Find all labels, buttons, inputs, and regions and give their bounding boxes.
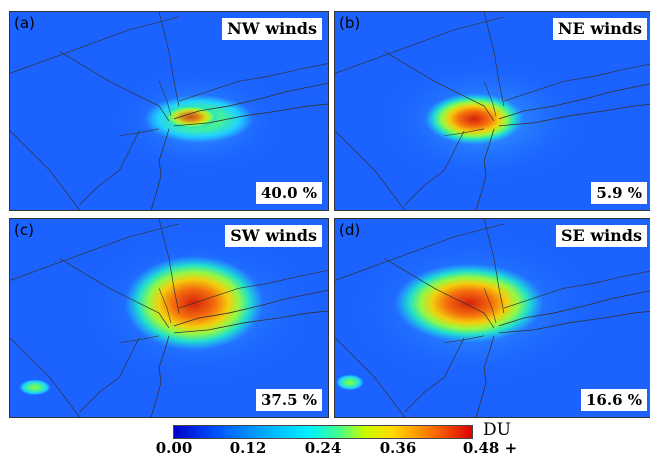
map-sw <box>10 219 328 417</box>
panel-letter: (b) <box>339 14 361 32</box>
map-ne <box>335 12 650 210</box>
panel-letter: (a) <box>14 14 35 32</box>
frequency-label: 16.6 % <box>580 389 647 411</box>
colorbar-tick: 0.12 <box>229 439 267 457</box>
wind-direction-label: NW winds <box>222 18 322 40</box>
frequency-label: 40.0 % <box>255 182 322 204</box>
colorbar <box>173 425 473 439</box>
wind-direction-label: SW winds <box>225 225 322 247</box>
frequency-label: 5.9 % <box>591 182 647 204</box>
frequency-label: 37.5 % <box>255 389 322 411</box>
colorbar-unit: DU <box>483 420 511 440</box>
panel-nw-winds: (a) NW winds 40.0 % <box>9 11 329 211</box>
panel-ne-winds: (b) NE winds 5.9 % <box>334 11 650 211</box>
map-se <box>335 219 650 417</box>
colorbar-tick: 0.00 <box>155 439 193 457</box>
panel-letter: (c) <box>14 221 34 239</box>
wind-direction-label: NE winds <box>552 18 647 40</box>
colorbar-tick: 0.48 + <box>462 439 518 457</box>
panel-letter: (d) <box>339 221 361 239</box>
colorbar-tick: 0.36 <box>379 439 417 457</box>
map-nw <box>10 12 328 210</box>
wind-direction-label: SE winds <box>556 225 647 247</box>
panel-sw-winds: (c) SW winds 37.5 % <box>9 218 329 418</box>
panel-se-winds: (d) SE winds 16.6 % <box>334 218 650 418</box>
colorbar-tick: 0.24 <box>304 439 342 457</box>
